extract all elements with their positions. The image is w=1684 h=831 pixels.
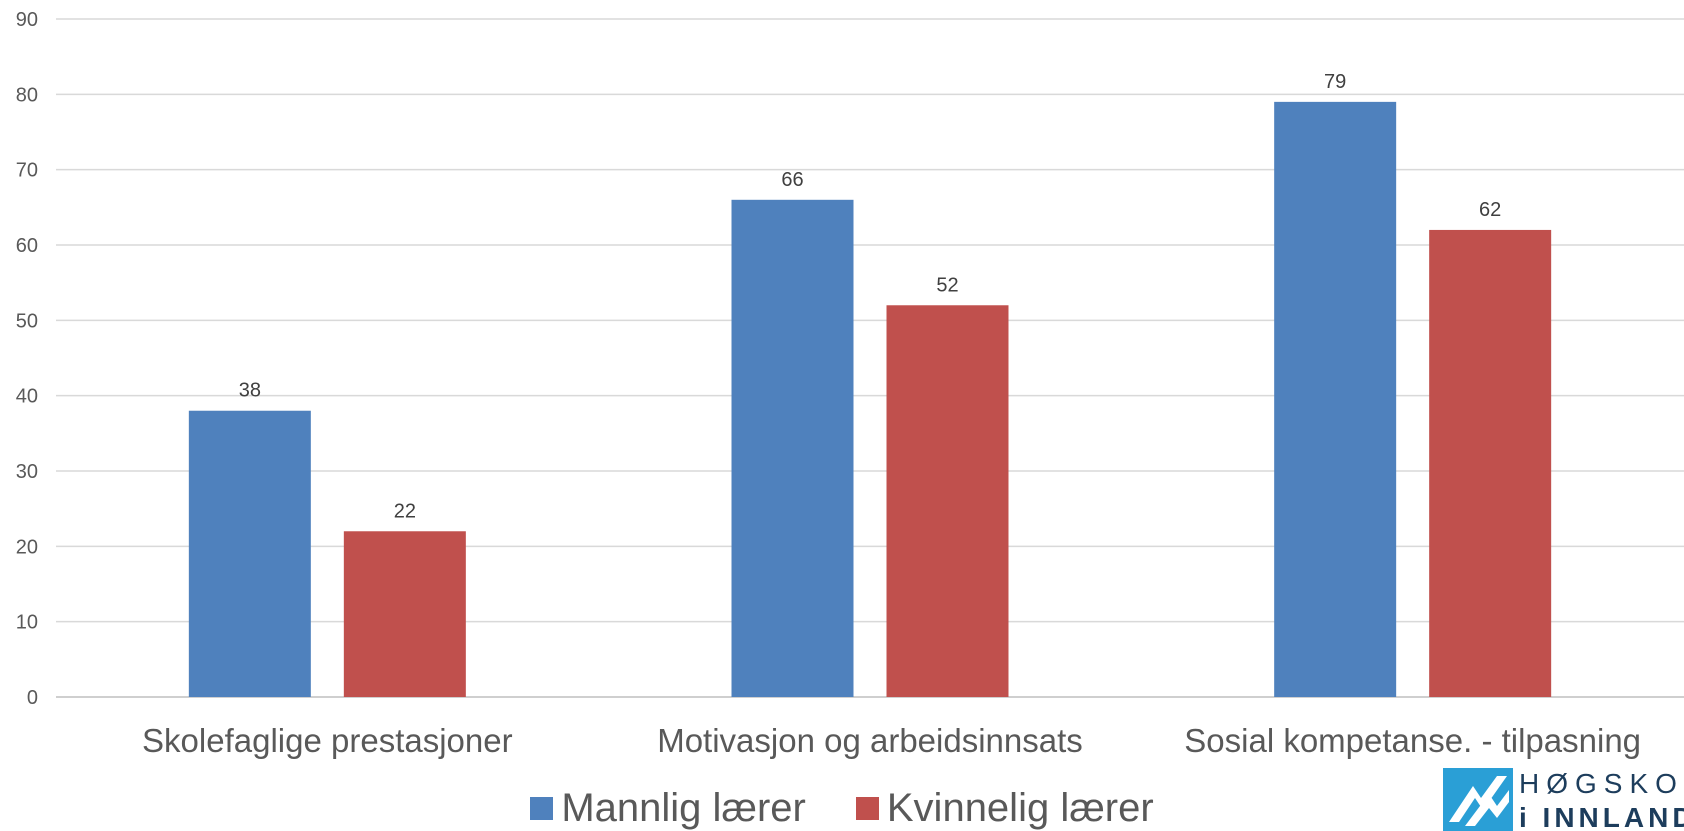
- data-label: 79: [1324, 71, 1346, 93]
- y-tick-label: 30: [16, 461, 38, 483]
- bar: [1274, 101, 1397, 697]
- logo-text-line1: HØGSKOLEN: [1519, 768, 1684, 799]
- data-labels: 38 22 66 52 79 62: [239, 71, 1502, 522]
- logo-text-line2: i INNLANDET: [1519, 802, 1684, 831]
- y-tick-label: 10: [16, 612, 38, 634]
- category-label: Motivasjon og arbeidsinnsats: [657, 722, 1083, 759]
- legend-swatch-female: [855, 796, 879, 820]
- category-labels: Skolefaglige prestasjoner Motivasjon og a…: [142, 722, 1641, 759]
- legend-item-female: Kvinnelig lærer: [855, 785, 1154, 831]
- bar: [343, 531, 466, 697]
- bar: [886, 305, 1009, 697]
- y-tick-label: 90: [16, 9, 38, 31]
- legend: Mannlig lærer Kvinnelig lærer: [0, 785, 1684, 831]
- y-tick-label: 70: [16, 160, 38, 182]
- y-tick-label: 20: [16, 536, 38, 558]
- bar: [188, 410, 311, 697]
- legend-label-male: Mannlig lærer: [561, 785, 806, 830]
- bar: [731, 199, 854, 698]
- category-label: Sosial kompetanse. - tilpasning: [1184, 722, 1641, 759]
- hinn-logo: HØGSKOLEN i INNLANDET: [1443, 768, 1684, 831]
- data-label: 52: [936, 274, 958, 296]
- legend-label-female: Kvinnelig lærer: [886, 785, 1154, 830]
- y-axis-ticks: 0 10 20 30 40 50 60 70 80 90: [16, 9, 38, 709]
- data-label: 38: [239, 380, 261, 402]
- y-tick-label: 0: [27, 687, 38, 709]
- data-label: 22: [394, 500, 416, 522]
- bars: [188, 101, 1552, 698]
- hinn-logo-icon: [1443, 768, 1513, 831]
- bar-chart: 0 10 20 30 40 50 60 70 80 90 38 22 66 52 79 62 Skolefa…: [16, 9, 1684, 759]
- data-label: 62: [1479, 199, 1501, 221]
- gridlines: [56, 18, 1684, 698]
- y-tick-label: 60: [16, 235, 38, 257]
- legend-item-male: Mannlig lærer: [530, 786, 806, 831]
- category-label: Skolefaglige prestasjoner: [142, 722, 513, 759]
- bar: [1429, 229, 1552, 697]
- y-tick-label: 40: [16, 386, 38, 408]
- data-label: 66: [781, 169, 803, 191]
- y-tick-label: 80: [16, 84, 38, 106]
- legend-swatch-male: [530, 796, 554, 820]
- y-tick-label: 50: [16, 310, 38, 332]
